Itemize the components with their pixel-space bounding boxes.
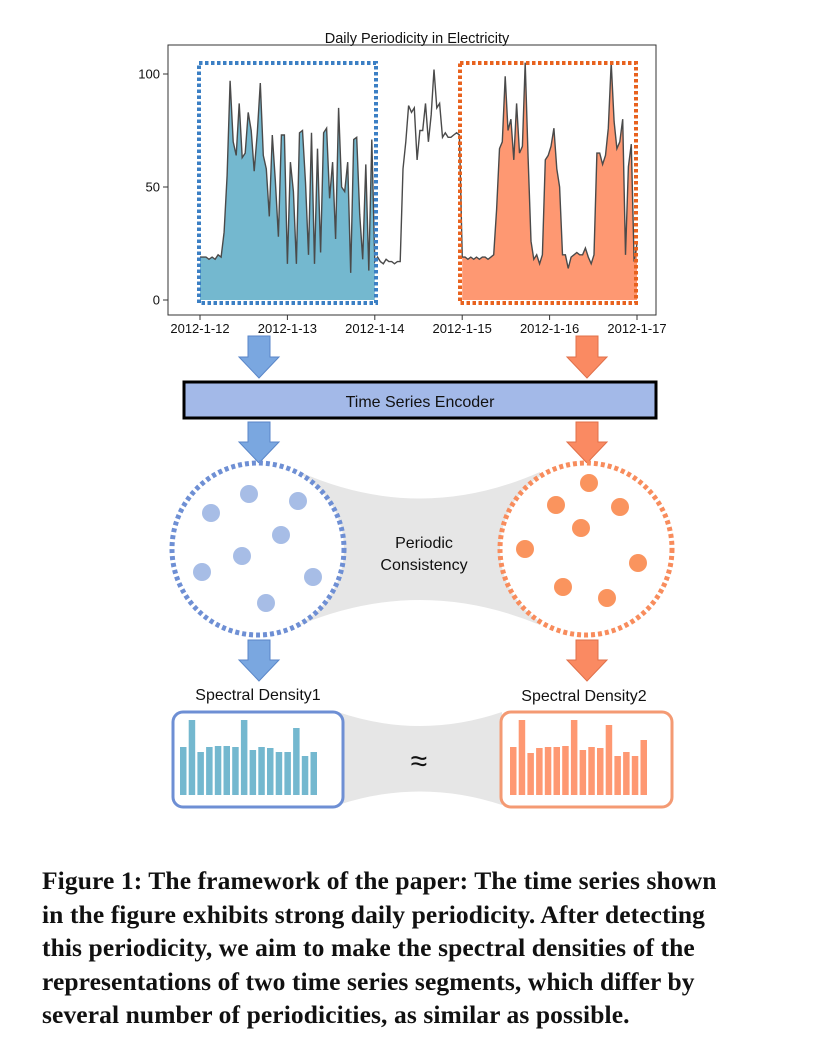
- embedding-point: [233, 547, 251, 565]
- spectral-bar: [249, 750, 257, 795]
- embedding-point: [193, 563, 211, 581]
- embedding-point: [598, 589, 616, 607]
- spectral-bar: [258, 747, 265, 795]
- spectral-bar: [232, 747, 239, 795]
- x-tick-label: 2012-1-15: [433, 321, 492, 336]
- caption-line: Figure 1: The framework of the paper: Th…: [42, 866, 717, 895]
- blue-representation-circle: [169, 460, 347, 638]
- spectral-bar: [640, 740, 647, 795]
- x-tick-label: 2012-1-13: [258, 321, 317, 336]
- embedding-point: [516, 540, 534, 558]
- embedding-point: [240, 485, 258, 503]
- blue-window-box: [197, 61, 378, 305]
- spectral-bar: [214, 746, 222, 795]
- spectral-bar: [301, 756, 309, 795]
- spectral-density-1-bars: [180, 720, 317, 795]
- embedding-point: [202, 504, 220, 522]
- embedding-point: [629, 554, 647, 572]
- spectral-bar: [197, 752, 204, 795]
- caption-line: this periodicity, we aim to make the spe…: [42, 933, 695, 963]
- down-arrow-left-3: [237, 639, 281, 682]
- approx-symbol: ≈: [411, 745, 427, 778]
- orange-representation-circle: [497, 460, 675, 638]
- embedding-point: [572, 519, 590, 537]
- spectral-bar: [275, 752, 283, 795]
- encoder-box: [182, 380, 658, 420]
- electricity-series-line: [200, 62, 638, 273]
- y-tick-label: 0: [153, 293, 160, 308]
- spectral-bar: [180, 747, 187, 795]
- consistency-bridge: [300, 472, 540, 625]
- consistency-label: Consistency: [380, 557, 467, 574]
- down-arrow-left-1: [237, 335, 281, 379]
- spectral-bar: [510, 747, 517, 795]
- blue-embedding-points: [193, 485, 322, 612]
- down-arrow-left-2: [237, 421, 281, 464]
- spectral-density-2-label: Spectral Density2: [521, 688, 646, 705]
- spectral-bar: [527, 753, 534, 795]
- figure-caption: Figure 1: The framework of the paper: Th…: [42, 864, 802, 1032]
- spectral-bar: [544, 747, 552, 795]
- blue-segment-area: [200, 80, 375, 300]
- spectral-bar: [562, 746, 569, 795]
- spectral-bar: [570, 720, 578, 795]
- orange-window-box: [458, 61, 638, 305]
- y-tick-label: 50: [146, 180, 160, 195]
- spectral-bar: [631, 756, 639, 795]
- embedding-point: [272, 526, 290, 544]
- spectral-bar: [518, 720, 526, 795]
- spectral-density-2-bars: [510, 720, 647, 795]
- spectral-bar: [310, 752, 317, 795]
- embedding-point: [611, 498, 629, 516]
- time-series-encoder: Time Series Encoder: [182, 380, 658, 420]
- chart-title: Daily Periodicity in Electricity: [325, 31, 510, 47]
- embedding-point: [304, 568, 322, 586]
- caption-line: in the figure exhibits strong daily peri…: [42, 899, 705, 929]
- x-tick-label: 2012-1-16: [520, 321, 579, 336]
- spectral-bar: [605, 725, 613, 795]
- spectral-bar: [223, 746, 230, 795]
- spectral-bar: [267, 748, 274, 795]
- encoder-label: Time Series Encoder: [346, 394, 495, 411]
- y-axis: 0 50 100: [138, 67, 168, 308]
- orange-embedding-points: [516, 474, 647, 607]
- x-axis: 2012-1-12 2012-1-13 2012-1-14 2012-1-15 2012…: [170, 315, 667, 336]
- spectral-bar: [553, 747, 560, 795]
- embedding-point: [257, 594, 275, 612]
- embedding-point: [580, 474, 598, 492]
- spectral-bar: [614, 756, 621, 795]
- x-tick-label: 2012-1-17: [607, 321, 666, 336]
- spectral-bar: [293, 728, 300, 795]
- periodic-label: Periodic: [395, 535, 453, 552]
- time-series-chart: Daily Periodicity in Electricity 050100 …: [138, 31, 666, 336]
- plot-frame: [167, 44, 657, 316]
- down-arrow-right-2: [565, 421, 609, 464]
- similarity-bridge: [338, 712, 502, 805]
- caption-line: representations of two time series segme…: [42, 966, 695, 996]
- embedding-point: [554, 578, 572, 596]
- x-tick-label: 2012-1-14: [345, 321, 404, 336]
- caption-line: several number of periodicities, as simi…: [42, 1000, 630, 1030]
- spectral-bar: [240, 720, 248, 795]
- x-tick-label: 2012-1-12: [170, 321, 229, 336]
- spectral-density-1-label: Spectral Density1: [195, 687, 320, 704]
- orange-segment-area: [462, 62, 637, 301]
- y-tick-label: 100: [138, 67, 160, 82]
- spectral-bar: [188, 720, 196, 795]
- spectral-bar: [284, 752, 291, 795]
- embedding-point: [289, 492, 307, 510]
- spectral-bar: [597, 748, 604, 795]
- embedding-point: [547, 496, 565, 514]
- spectral-bar: [206, 747, 213, 795]
- spectral-bar: [536, 748, 543, 795]
- down-arrow-right-3: [565, 639, 609, 682]
- spectral-bar: [579, 750, 587, 795]
- down-arrow-right-1: [565, 335, 609, 379]
- spectral-bar: [623, 752, 630, 795]
- spectral-bar: [588, 747, 595, 795]
